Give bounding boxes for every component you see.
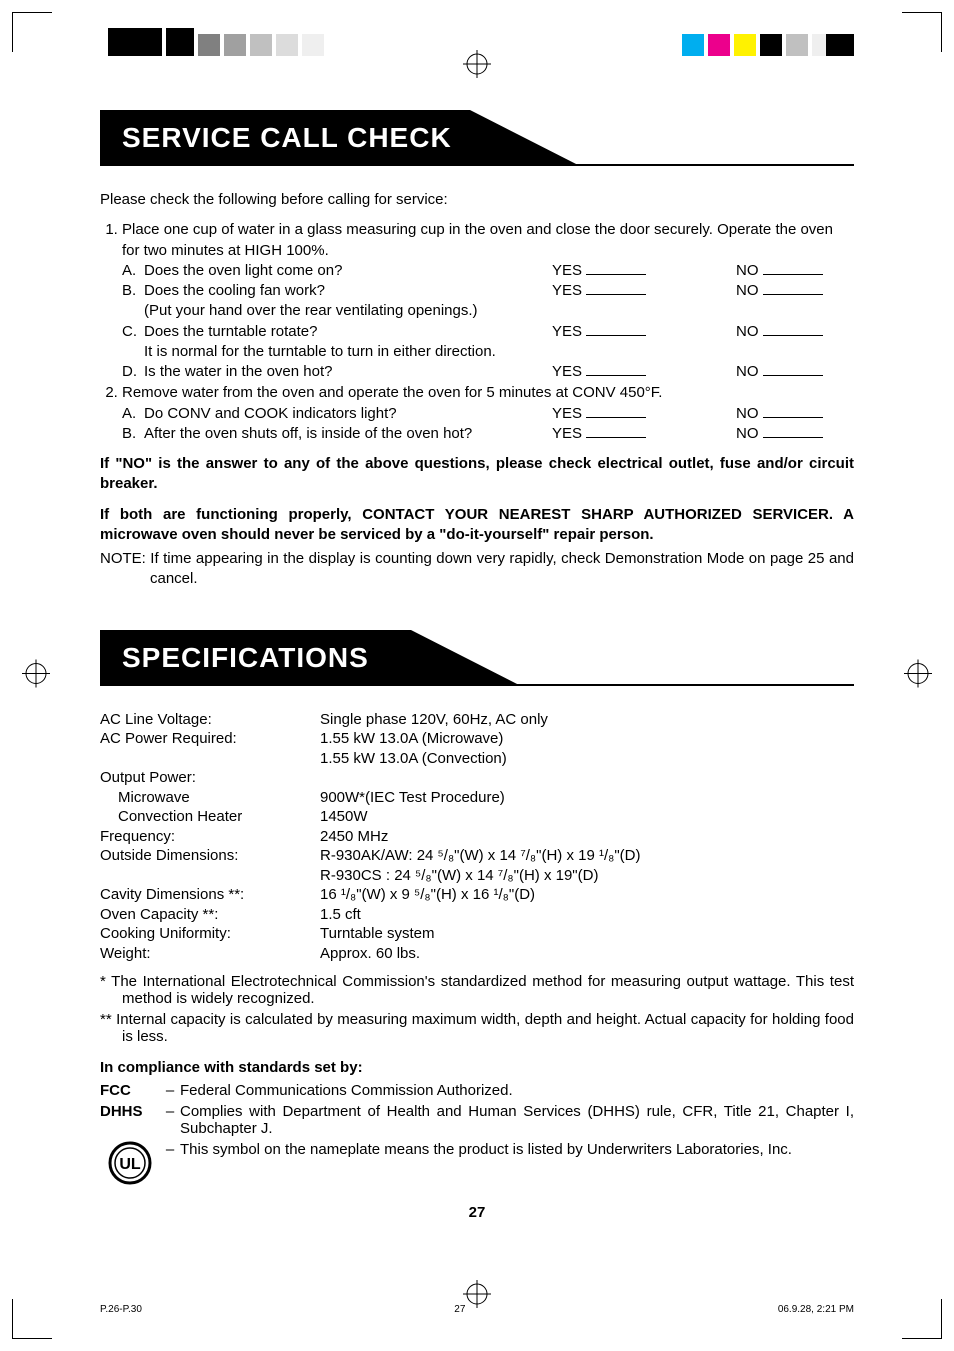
compliance-header: In compliance with standards set by: [100, 1059, 854, 1076]
question-row: B.Does the cooling fan work? YESNO (Put … [122, 281, 854, 322]
spec-label: Cooking Uniformity: [100, 924, 320, 944]
registration-mark-right [904, 659, 932, 692]
crop-mark [12, 1299, 52, 1339]
registration-mark-bottom [463, 1280, 491, 1313]
spec-value: 1.55 kW 13.0A (Microwave) 1.55 kW 13.0A … [320, 729, 854, 768]
demo-mode-note: NOTE: If time appearing in the display i… [100, 549, 854, 590]
crop-mark [902, 1299, 942, 1339]
spec-label: Microwave [100, 788, 320, 808]
spec-label: Outside Dimensions: [100, 846, 320, 885]
crop-mark [902, 12, 942, 52]
bold-notice-2: If both are functioning properly, CONTAC… [100, 505, 854, 546]
spec-value: 2450 MHz [320, 827, 854, 847]
spec-label: AC Power Required: [100, 729, 320, 768]
question-row: D.Is the water in the oven hot?YESNO [122, 362, 854, 382]
spec-value: 900W*(IEC Test Procedure) [320, 788, 854, 808]
footnote: * The International Electrotechnical Com… [100, 973, 854, 1007]
spec-label: Weight: [100, 944, 320, 964]
spec-label: Output Power: [100, 768, 320, 788]
registration-mark-left [22, 659, 50, 692]
bold-notice-1: If "NO" is the answer to any of the abov… [100, 454, 854, 495]
compliance-row: DHHS – Complies with Department of Healt… [100, 1103, 854, 1137]
checklist: Place one cup of water in a glass measur… [100, 220, 854, 444]
compliance-tag: FCC [100, 1082, 160, 1099]
question-note: It is normal for the turntable to turn i… [122, 342, 496, 362]
specifications-table: AC Line Voltage: Single phase 120V, 60Hz… [100, 710, 854, 964]
compliance-tag: DHHS [100, 1103, 160, 1120]
spec-label: AC Line Voltage: [100, 710, 320, 730]
ul-logo-icon: UL [100, 1141, 160, 1185]
spec-value: Approx. 60 lbs. [320, 944, 854, 964]
compliance-text: Federal Communications Commission Author… [180, 1082, 854, 1099]
question-row: A.Do CONV and COOK indicators light? YES… [122, 404, 854, 424]
question-row: A.Does the oven light come on? YESNO [122, 261, 854, 281]
question-row: B.After the oven shuts off, is inside of… [122, 424, 854, 444]
step2-lead: Remove water from the oven and operate t… [122, 383, 854, 403]
section-title-banner: SERVICE CALL CHECK [100, 110, 854, 166]
compliance-text: This symbol on the nameplate means the p… [180, 1141, 854, 1158]
footer-left: P.26-P.30 [100, 1304, 142, 1315]
spec-label: Convection Heater [100, 807, 320, 827]
spec-value: 1450W [320, 807, 854, 827]
intro-text: Please check the following before callin… [100, 190, 854, 210]
compliance-text: Complies with Department of Health and H… [180, 1103, 854, 1137]
compliance-row: UL – This symbol on the nameplate means … [100, 1141, 854, 1185]
section-title: SPECIFICATIONS [100, 630, 410, 686]
crop-mark [12, 12, 52, 52]
section-title-banner: SPECIFICATIONS [100, 630, 854, 686]
registration-mark-top [463, 50, 491, 78]
footer-right: 06.9.28, 2:21 PM [778, 1304, 854, 1315]
spec-value: 1.5 cft [320, 905, 854, 925]
page-number: 27 [100, 1204, 854, 1221]
question-row: C.Does the turntable rotate? YESNO It is… [122, 322, 854, 363]
compliance-list: FCC – Federal Communications Commission … [100, 1082, 854, 1185]
spec-value: Turntable system [320, 924, 854, 944]
step1-lead: Place one cup of water in a glass measur… [122, 220, 854, 261]
spec-label: Cavity Dimensions **: [100, 885, 320, 905]
section-title: SERVICE CALL CHECK [100, 110, 470, 166]
spec-value: Single phase 120V, 60Hz, AC only [320, 710, 854, 730]
question-note: (Put your hand over the rear ventilating… [122, 301, 478, 321]
footnotes: * The International Electrotechnical Com… [100, 973, 854, 1045]
spec-label: Frequency: [100, 827, 320, 847]
footnote: ** Internal capacity is calculated by me… [100, 1011, 854, 1045]
spec-value: R-930AK/AW: 24 ⁵/₈"(W) x 14 ⁷/₈"(H) x 19… [320, 846, 854, 885]
svg-text:UL: UL [119, 1156, 141, 1173]
spec-label: Oven Capacity **: [100, 905, 320, 925]
spec-value: 16 ¹/₈"(W) x 9 ⁵/₈"(H) x 16 ¹/₈"(D) [320, 885, 854, 905]
compliance-row: FCC – Federal Communications Commission … [100, 1082, 854, 1099]
